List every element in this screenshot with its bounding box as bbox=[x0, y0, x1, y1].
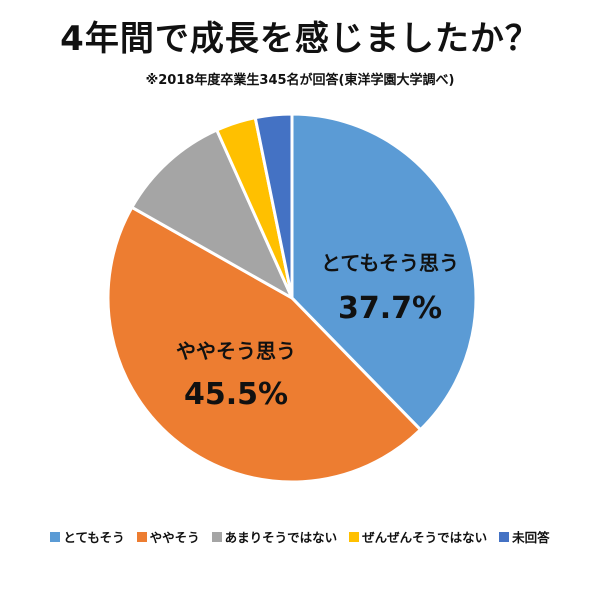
chart-subtitle: ※2018年度卒業生345名が回答(東洋学園大学調べ) bbox=[145, 73, 455, 88]
legend-label-4: 未回答 bbox=[512, 530, 550, 545]
legend-item-0: とてもそう bbox=[50, 527, 125, 546]
slice-value-1: 45.5% bbox=[184, 377, 288, 412]
legend-label-1: ややそう bbox=[149, 530, 200, 545]
legend-item-4: 未回答 bbox=[499, 527, 550, 546]
pie-slice-1 bbox=[106, 205, 422, 484]
legend-swatch-0 bbox=[50, 531, 61, 542]
slice-value-0: 37.7% bbox=[338, 291, 442, 326]
legend-label-2: あまりそうではない bbox=[224, 530, 338, 545]
legend-item-1: ややそう bbox=[136, 527, 200, 546]
legend-swatch-4 bbox=[499, 531, 510, 542]
legend-swatch-3 bbox=[349, 531, 360, 542]
legend-label-0: とてもそう bbox=[63, 530, 125, 545]
chart-legend: とてもそう ややそう あまりそうではない ぜんぜんそうではない 未回答 bbox=[0, 527, 600, 546]
legend-label-3: ぜんぜんそうではない bbox=[362, 530, 488, 545]
legend-swatch-2 bbox=[211, 531, 222, 542]
pie-slice-2 bbox=[130, 128, 294, 300]
legend-swatch-1 bbox=[136, 531, 147, 542]
pie-slice-0 bbox=[290, 112, 478, 432]
legend-item-3: ぜんぜんそうではない bbox=[349, 527, 487, 546]
pie-slice-4 bbox=[253, 112, 294, 300]
legend-item-2: あまりそうではない bbox=[211, 527, 338, 546]
slice-label-1: ややそう思う bbox=[176, 339, 296, 363]
slice-label-0: とてもそう思う bbox=[321, 251, 459, 275]
chart-title: 4年間で成長を感じましたか？ bbox=[60, 19, 540, 59]
